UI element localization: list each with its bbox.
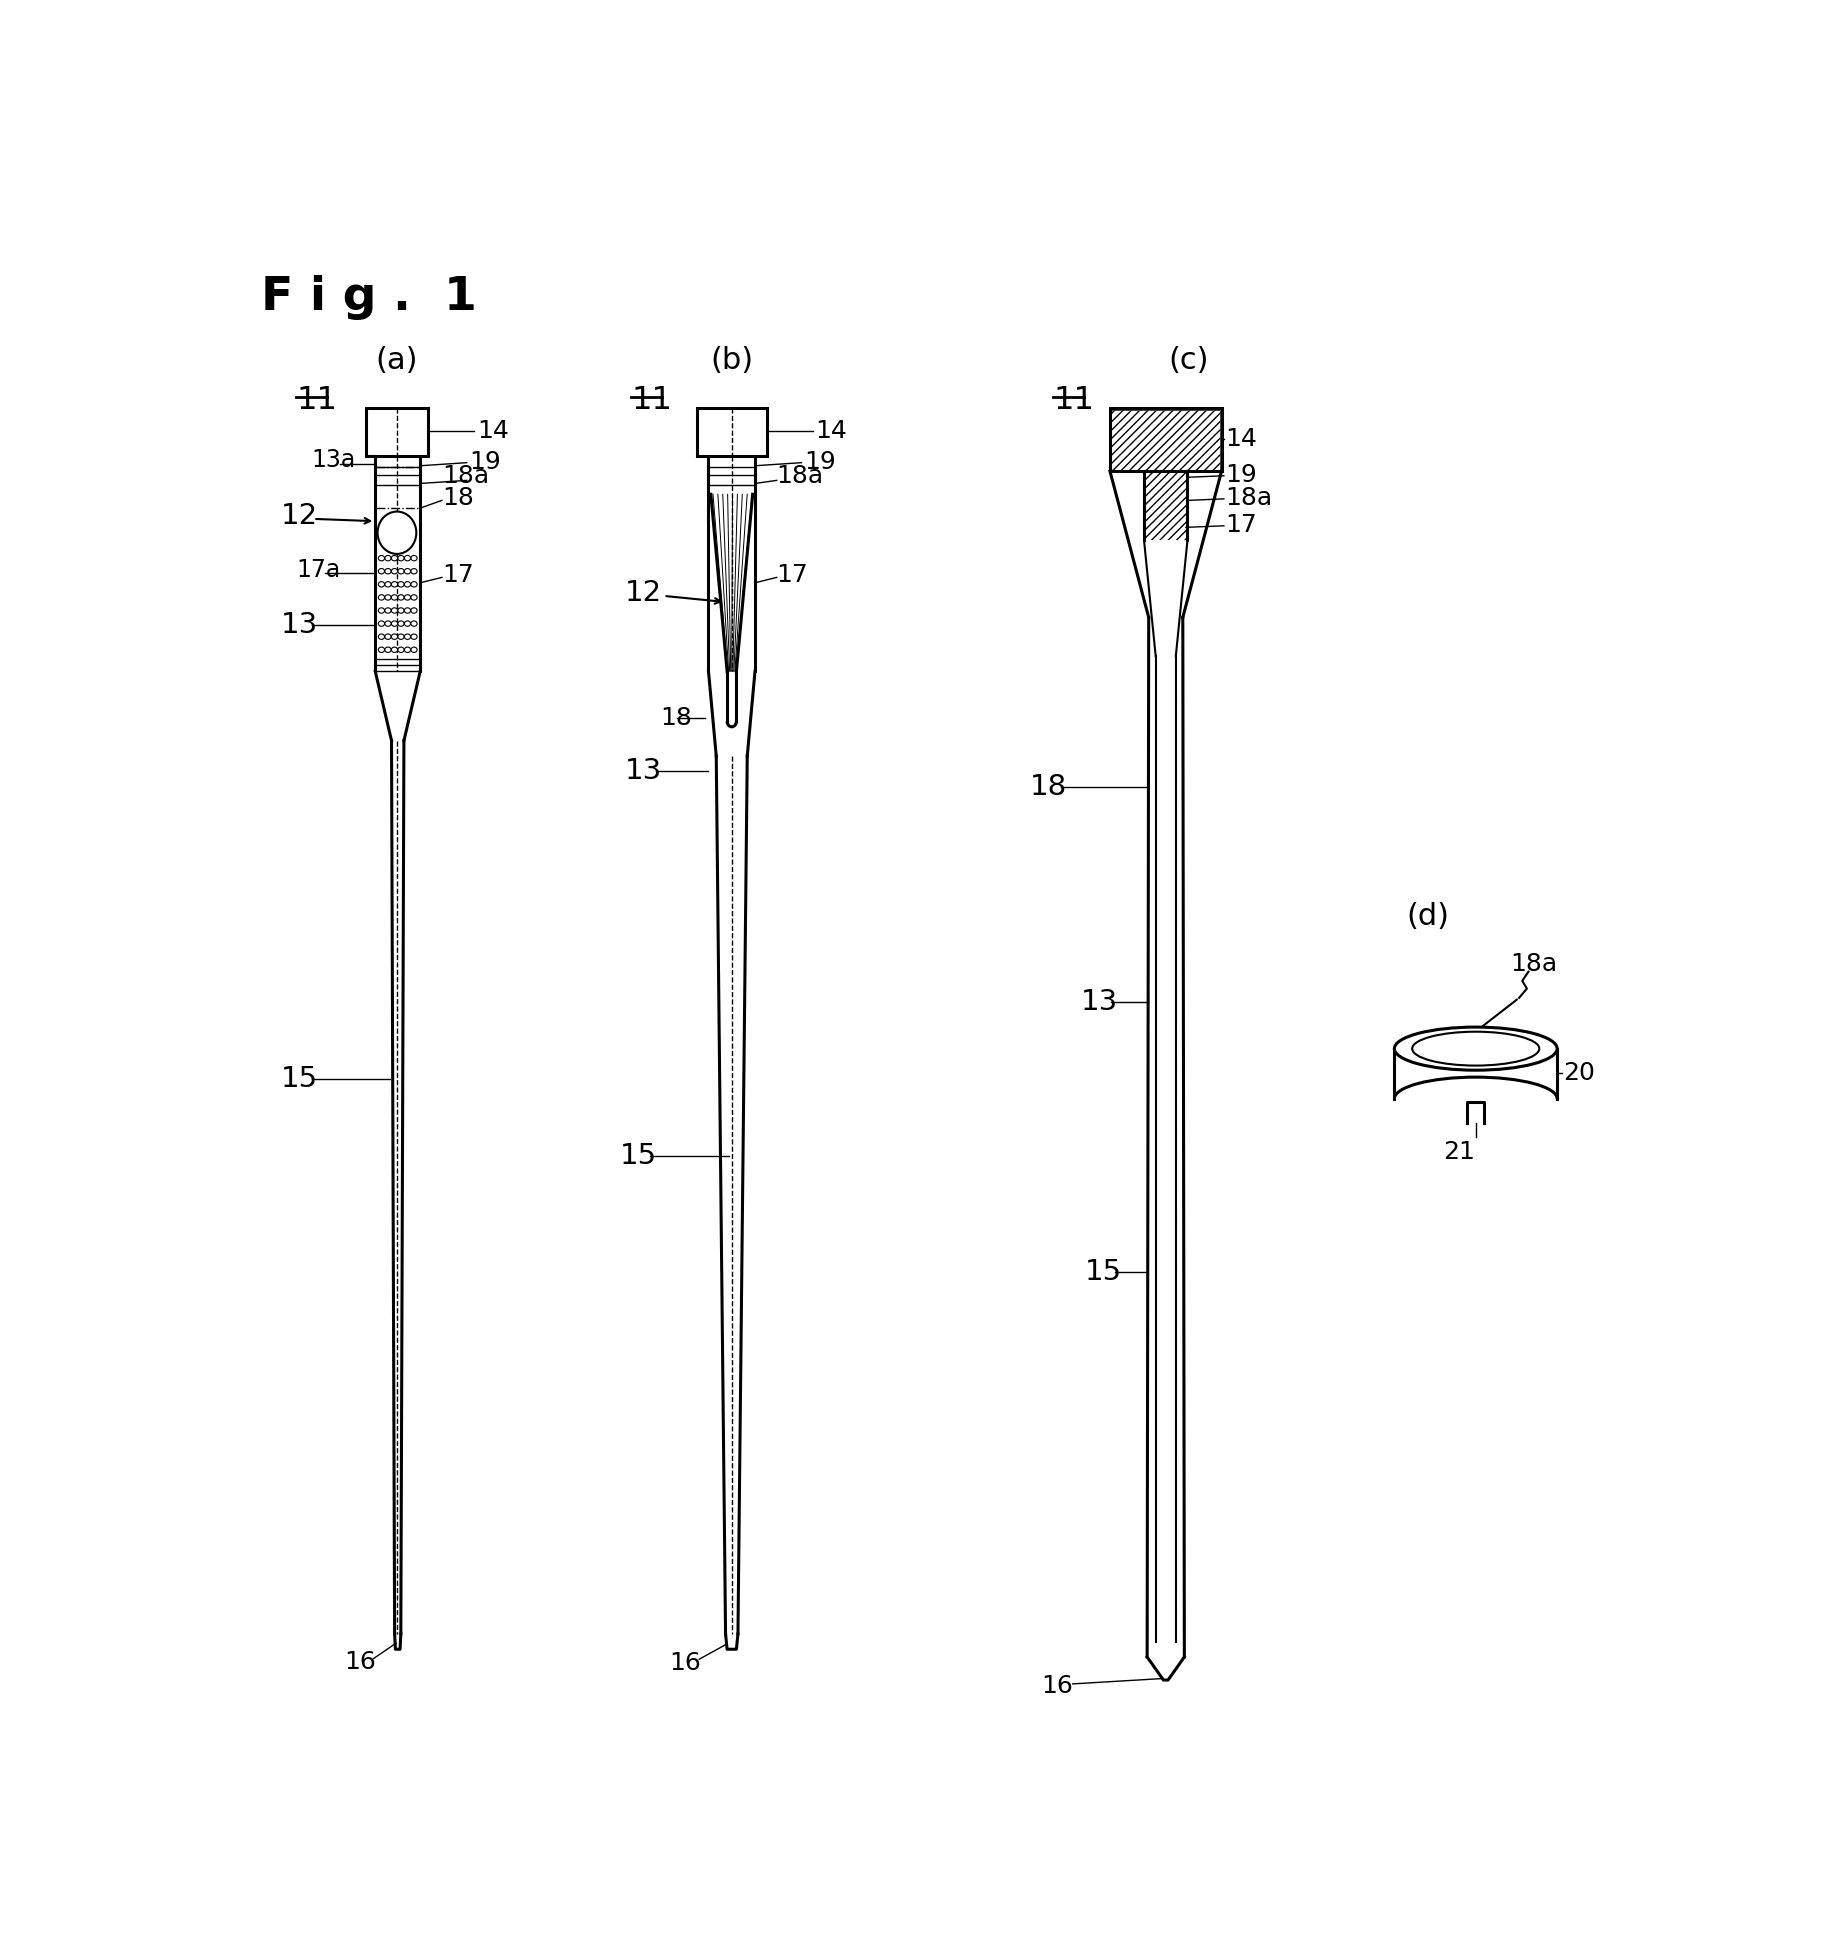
Text: 11: 11 <box>1054 385 1094 416</box>
Text: F i g .  1: F i g . 1 <box>261 275 476 320</box>
Ellipse shape <box>397 569 405 573</box>
Ellipse shape <box>1411 1032 1539 1065</box>
Text: 13: 13 <box>1079 988 1117 1017</box>
Text: 18: 18 <box>660 705 693 730</box>
Ellipse shape <box>385 556 390 562</box>
Ellipse shape <box>405 633 410 639</box>
Ellipse shape <box>377 595 385 600</box>
Bar <box>1143 471 1187 540</box>
Ellipse shape <box>377 608 385 614</box>
Ellipse shape <box>397 556 405 562</box>
Ellipse shape <box>377 569 385 573</box>
Ellipse shape <box>397 622 405 626</box>
Ellipse shape <box>377 622 385 626</box>
Ellipse shape <box>385 569 390 573</box>
Ellipse shape <box>410 608 417 614</box>
Bar <box>1110 409 1220 469</box>
Ellipse shape <box>392 622 397 626</box>
Text: (c): (c) <box>1169 347 1209 376</box>
Ellipse shape <box>410 569 417 573</box>
Ellipse shape <box>385 581 390 587</box>
Ellipse shape <box>377 511 416 554</box>
Text: 17: 17 <box>441 564 474 587</box>
Text: 18: 18 <box>441 486 474 509</box>
Ellipse shape <box>392 581 397 587</box>
Ellipse shape <box>385 633 390 639</box>
Text: 19: 19 <box>469 449 501 475</box>
Text: 11: 11 <box>295 385 337 416</box>
Ellipse shape <box>410 581 417 587</box>
Ellipse shape <box>392 569 397 573</box>
Ellipse shape <box>397 595 405 600</box>
Ellipse shape <box>410 633 417 639</box>
Text: 11: 11 <box>631 385 671 416</box>
Ellipse shape <box>405 556 410 562</box>
Text: 18: 18 <box>1030 773 1066 800</box>
Text: (b): (b) <box>709 347 753 376</box>
Ellipse shape <box>397 647 405 653</box>
Text: 12: 12 <box>281 502 317 531</box>
Ellipse shape <box>377 581 385 587</box>
Text: 16: 16 <box>1041 1674 1074 1699</box>
Ellipse shape <box>385 595 390 600</box>
Text: 17: 17 <box>1225 513 1256 537</box>
Bar <box>1110 409 1221 471</box>
Ellipse shape <box>405 647 410 653</box>
Text: 17: 17 <box>777 564 808 587</box>
Bar <box>696 409 766 455</box>
Ellipse shape <box>385 608 390 614</box>
Ellipse shape <box>397 633 405 639</box>
Text: 14: 14 <box>815 418 848 444</box>
Ellipse shape <box>405 569 410 573</box>
Ellipse shape <box>392 556 397 562</box>
Ellipse shape <box>377 633 385 639</box>
Ellipse shape <box>1393 1027 1557 1071</box>
Text: (a): (a) <box>376 347 417 376</box>
Text: 14: 14 <box>1225 426 1256 451</box>
Text: 21: 21 <box>1442 1141 1473 1164</box>
Text: 18a: 18a <box>1509 953 1557 976</box>
Ellipse shape <box>392 595 397 600</box>
Text: 13: 13 <box>281 612 317 639</box>
Text: 16: 16 <box>669 1650 702 1676</box>
Text: 13a: 13a <box>312 447 355 473</box>
Text: 16: 16 <box>345 1650 376 1674</box>
Text: 12: 12 <box>625 579 662 606</box>
Text: 18a: 18a <box>1225 486 1272 509</box>
Text: 13: 13 <box>625 757 662 784</box>
Ellipse shape <box>385 622 390 626</box>
Text: 18a: 18a <box>777 463 824 488</box>
Bar <box>366 409 428 455</box>
Text: 20: 20 <box>1562 1061 1595 1085</box>
Ellipse shape <box>405 581 410 587</box>
Ellipse shape <box>377 647 385 653</box>
Ellipse shape <box>410 622 417 626</box>
Ellipse shape <box>405 595 410 600</box>
Ellipse shape <box>410 556 417 562</box>
Text: 15: 15 <box>281 1065 317 1094</box>
Ellipse shape <box>410 595 417 600</box>
Ellipse shape <box>377 556 385 562</box>
Text: 19: 19 <box>804 449 835 475</box>
Text: 14: 14 <box>476 418 509 444</box>
Ellipse shape <box>392 647 397 653</box>
Ellipse shape <box>405 622 410 626</box>
Ellipse shape <box>392 633 397 639</box>
Text: (d): (d) <box>1406 903 1447 932</box>
Ellipse shape <box>410 647 417 653</box>
Text: 17a: 17a <box>295 558 341 581</box>
Text: 18a: 18a <box>441 463 489 488</box>
Ellipse shape <box>405 608 410 614</box>
Ellipse shape <box>385 647 390 653</box>
Ellipse shape <box>397 608 405 614</box>
Ellipse shape <box>392 608 397 614</box>
Text: 15: 15 <box>620 1143 656 1170</box>
Text: 19: 19 <box>1225 463 1256 486</box>
Ellipse shape <box>397 581 405 587</box>
Text: 15: 15 <box>1085 1257 1121 1286</box>
